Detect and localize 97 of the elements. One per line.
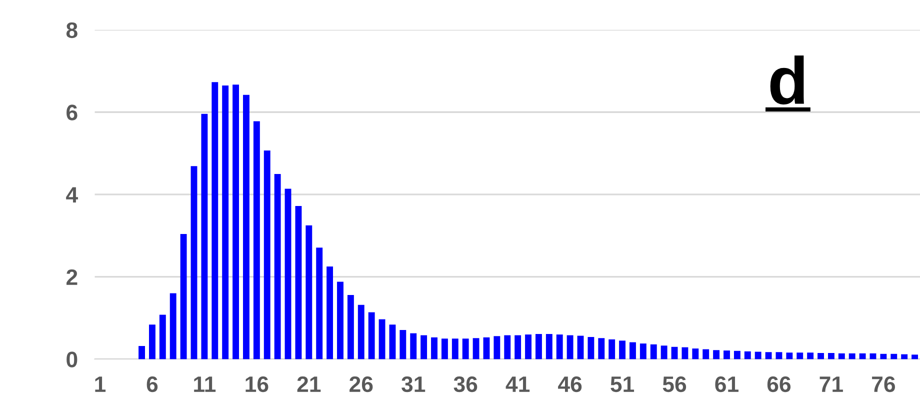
x-tick-label: 36 [454, 376, 478, 392]
bar [378, 319, 386, 360]
bar [859, 353, 866, 360]
bar [786, 352, 793, 360]
x-tick-label: 56 [662, 376, 686, 392]
bar [431, 337, 438, 360]
bar [170, 293, 176, 360]
bar [243, 94, 250, 360]
bar [368, 312, 375, 360]
y-tick-label: 8 [66, 22, 78, 38]
bar [326, 266, 334, 360]
bar [776, 352, 782, 360]
bar [274, 174, 281, 360]
bar [713, 350, 720, 360]
bar [754, 352, 762, 360]
x-tick-label: 21 [297, 376, 321, 392]
bar [734, 350, 740, 360]
bar [389, 324, 396, 360]
bar [400, 330, 406, 360]
bar [535, 334, 542, 360]
bar [525, 334, 532, 360]
bar [870, 353, 876, 360]
x-tick-label: 31 [402, 376, 426, 392]
bar [702, 349, 710, 360]
bar [232, 84, 240, 360]
bar [880, 354, 887, 360]
bar [253, 121, 260, 360]
bar [848, 353, 856, 360]
bar [504, 335, 511, 360]
x-tick-label: 16 [246, 376, 268, 392]
bar [316, 248, 323, 360]
bar [138, 346, 145, 360]
bar [650, 344, 657, 360]
bar [890, 354, 898, 360]
bar [201, 114, 208, 360]
bar [337, 282, 344, 360]
bar [546, 334, 552, 360]
bar [828, 352, 834, 360]
x-tick-label: 6 [146, 376, 158, 392]
y-tick-label: 6 [66, 104, 78, 120]
bar [838, 353, 845, 360]
bar [660, 346, 668, 360]
y-tick-label: 0 [66, 352, 78, 368]
y-tick-label: 2 [66, 269, 78, 285]
bar [190, 166, 198, 360]
bar [284, 188, 292, 360]
x-tick-label: 71 [820, 376, 843, 392]
bar [452, 338, 458, 360]
bar [724, 350, 730, 360]
bar [295, 206, 302, 360]
bar [744, 351, 751, 360]
bar [598, 338, 605, 360]
bar [148, 324, 156, 360]
bar [441, 338, 448, 360]
bar [306, 225, 312, 360]
bar [566, 335, 574, 360]
x-tick-label: 46 [558, 376, 582, 392]
x-tick-label: 1 [95, 376, 106, 392]
bar [608, 339, 616, 360]
bar [420, 335, 428, 360]
chart-title: d [770, 55, 804, 104]
bar [630, 342, 636, 360]
bar [222, 85, 229, 360]
x-tick-label: 51 [610, 376, 634, 392]
x-tick-label: 41 [506, 376, 530, 392]
x-tick-label: 66 [767, 376, 791, 392]
x-tick-label: 61 [715, 376, 738, 392]
bar [807, 352, 814, 360]
x-tick-label: 76 [872, 376, 895, 392]
x-tick-label: 11 [194, 376, 216, 392]
bar [912, 354, 918, 360]
bar [556, 334, 563, 360]
bar [514, 335, 522, 360]
bar [358, 304, 364, 360]
bar [796, 352, 804, 360]
bar [472, 338, 480, 360]
bar [264, 150, 270, 360]
bar [619, 340, 626, 360]
x-tick-label: 26 [350, 376, 373, 392]
bar [347, 294, 354, 360]
bar [180, 234, 187, 360]
bar [818, 352, 824, 360]
bar [462, 338, 469, 360]
bar [494, 336, 500, 360]
bar [901, 354, 908, 360]
bar [682, 347, 688, 360]
bar [577, 336, 584, 360]
bar [765, 352, 772, 360]
bar [483, 337, 490, 360]
bar [159, 314, 166, 360]
bar [410, 333, 417, 360]
bar [640, 344, 646, 360]
y-tick-label: 4 [66, 187, 78, 203]
bar [692, 348, 699, 360]
bar [588, 336, 594, 360]
bar [212, 82, 218, 360]
bar [671, 346, 678, 360]
